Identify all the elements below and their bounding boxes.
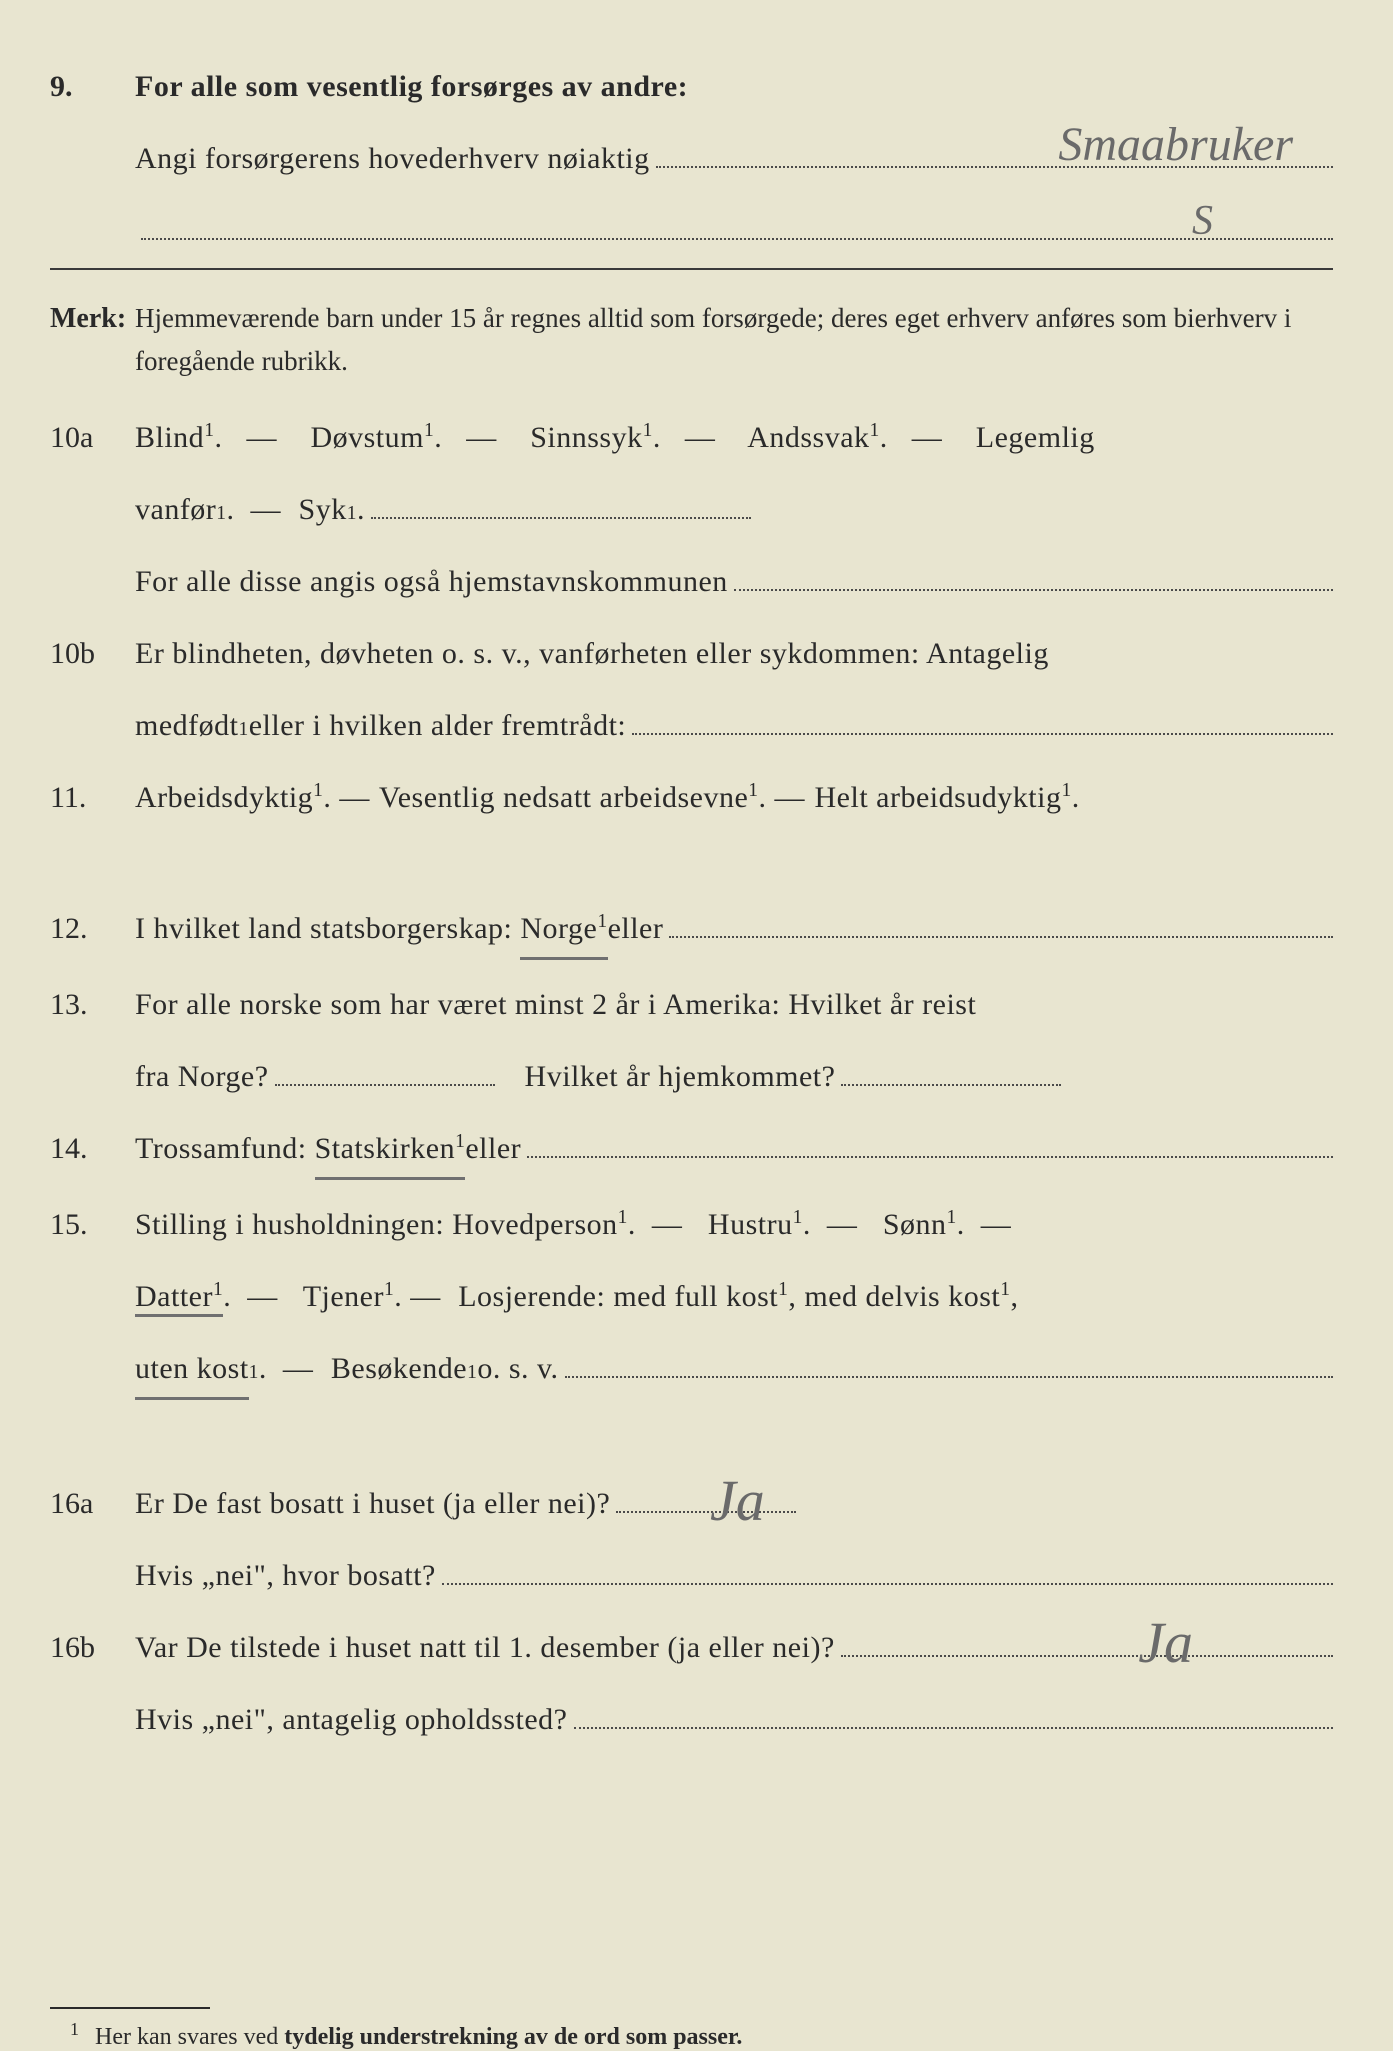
- q12-post: eller: [608, 902, 664, 956]
- merk-row: Merk: Hjemmeværende barn under 15 år reg…: [50, 294, 1333, 383]
- q15-row3: uten kost1. — Besøkende1 o. s. v.: [50, 1342, 1333, 1400]
- q11-number: 11.: [50, 771, 135, 825]
- q16a-blank[interactable]: [616, 1477, 796, 1513]
- q9-row3: S: [50, 204, 1333, 240]
- q16b-number: 16b: [50, 1621, 135, 1675]
- q15-row1: 15. Stilling i husholdningen: Hovedperso…: [50, 1198, 1333, 1252]
- q16a-sub: Hvis „nei", hvor bosatt?: [135, 1549, 436, 1603]
- q10b-blank[interactable]: [632, 699, 1333, 735]
- q10b-row2: medfødt1 eller i hvilken alder fremtrådt…: [50, 699, 1333, 753]
- q9-handwritten-2: S: [1192, 184, 1213, 260]
- q12-option: Norge1: [520, 902, 607, 960]
- q12-row: 12. I hvilket land statsborgerskap: Norg…: [50, 902, 1333, 960]
- q14-pre: Trossamfund:: [135, 1122, 307, 1176]
- q15-line1: Stilling i husholdningen: Hovedperson1. …: [135, 1198, 1333, 1252]
- q15-row2: Datter1. — Tjener1. — Losjerende: med fu…: [50, 1270, 1333, 1324]
- q9-prompt: Angi forsørgerens hovederhverv nøiaktig: [135, 132, 650, 186]
- q14-number: 14.: [50, 1122, 135, 1176]
- q13-row1: 13. For alle norske som har været minst …: [50, 978, 1333, 1032]
- q10b-text2b: eller i hvilken alder fremtrådt:: [249, 699, 627, 753]
- q16b-row1: 16b Var De tilstede i huset natt til 1. …: [50, 1621, 1333, 1675]
- q16a-row1: 16a Er De fast bosatt i huset (ja eller …: [50, 1477, 1333, 1531]
- q10a-row1: 10a Blind1. — Døvstum1. — Sinnssyk1. — A…: [50, 411, 1333, 465]
- q10b-row1: 10b Er blindheten, døvheten o. s. v., va…: [50, 627, 1333, 681]
- q15-line3: uten kost1. — Besøkende1 o. s. v.: [135, 1342, 1333, 1400]
- q10a-row3: For alle disse angis også hjemstavnskomm…: [50, 555, 1333, 609]
- q16b-answer: Ja: [1138, 1591, 1193, 1695]
- q13-line1: For alle norske som har været minst 2 år…: [135, 978, 1333, 1032]
- q13-line2a: fra Norge?: [135, 1050, 269, 1104]
- footnote-rule: [50, 2007, 210, 2009]
- q12-number: 12.: [50, 902, 135, 956]
- q16a-answer: Ja: [710, 1449, 765, 1553]
- q13-number: 13.: [50, 978, 135, 1032]
- q10b-number: 10b: [50, 627, 135, 681]
- q16a-question: Er De fast bosatt i huset (ja eller nei)…: [135, 1477, 610, 1531]
- q15-line2: Datter1. — Tjener1. — Losjerende: med fu…: [135, 1270, 1333, 1324]
- q14-option: Statskirken1: [315, 1122, 466, 1180]
- q14-row: 14. Trossamfund: Statskirken1 eller: [50, 1122, 1333, 1180]
- merk-label: Merk:: [50, 294, 135, 344]
- q14-blank[interactable]: [527, 1122, 1333, 1158]
- q16a-number: 16a: [50, 1477, 135, 1531]
- q13-line2b: Hvilket år hjemkommet?: [525, 1050, 836, 1104]
- footnote-number: 1: [70, 2019, 79, 2039]
- q10a-options-2: vanfør1. — Syk1.: [135, 483, 1333, 537]
- q14-post: eller: [465, 1122, 521, 1176]
- q10a-blank-1[interactable]: [371, 483, 751, 519]
- q16b-row2: Hvis „nei", antagelig opholdssted?: [50, 1693, 1333, 1747]
- q10a-blank-2[interactable]: [734, 555, 1333, 591]
- q12-pre: I hvilket land statsborgerskap:: [135, 902, 512, 956]
- footnote: 1 Her kan svares ved tydelig understrekn…: [70, 2019, 1333, 2051]
- q16b-blank[interactable]: [841, 1621, 1333, 1657]
- q9-number: 9.: [50, 60, 135, 114]
- q9-blank-2[interactable]: [141, 204, 1333, 240]
- q16a-sub-blank[interactable]: [442, 1549, 1333, 1585]
- q10b-text2: medfødt: [135, 699, 238, 753]
- census-form-page: 9. For alle som vesentlig forsørges av a…: [50, 60, 1333, 2008]
- q11-row: 11. Arbeidsdyktig1. — Vesentlig nedsatt …: [50, 771, 1333, 825]
- q12-blank[interactable]: [669, 902, 1333, 938]
- q16b-sub: Hvis „nei", antagelig opholdssted?: [135, 1693, 568, 1747]
- q16b-sub-blank[interactable]: [574, 1693, 1334, 1729]
- q13-blank-1[interactable]: [275, 1050, 495, 1086]
- q10a-options-1: Blind1. — Døvstum1. — Sinnssyk1. — Andss…: [135, 411, 1333, 465]
- divider-1: [50, 268, 1333, 270]
- q16b-question: Var De tilstede i huset natt til 1. dese…: [135, 1621, 835, 1675]
- q9-handwritten-1: Smaabruker: [1058, 102, 1293, 188]
- q9-row2: Angi forsørgerens hovederhverv nøiaktig …: [50, 132, 1333, 186]
- q10a-row2: vanfør1. — Syk1.: [50, 483, 1333, 537]
- footnote-text-b: tydelig understrekning av de ord som pas…: [284, 2024, 742, 2050]
- q10a-line3: For alle disse angis også hjemstavnskomm…: [135, 555, 728, 609]
- q15-number: 15.: [50, 1198, 135, 1252]
- q15-blank[interactable]: [565, 1342, 1333, 1378]
- q11-options: Arbeidsdyktig1. — Vesentlig nedsatt arbe…: [135, 771, 1333, 825]
- merk-text: Hjemmeværende barn under 15 år regnes al…: [135, 297, 1333, 383]
- q13-blank-2[interactable]: [841, 1050, 1061, 1086]
- q10a-number: 10a: [50, 411, 135, 465]
- q13-row2: fra Norge? Hvilket år hjemkommet?: [50, 1050, 1333, 1104]
- footnote-text-a: Her kan svares ved: [95, 2024, 284, 2050]
- q10b-text1: Er blindheten, døvheten o. s. v., vanfør…: [135, 627, 1333, 681]
